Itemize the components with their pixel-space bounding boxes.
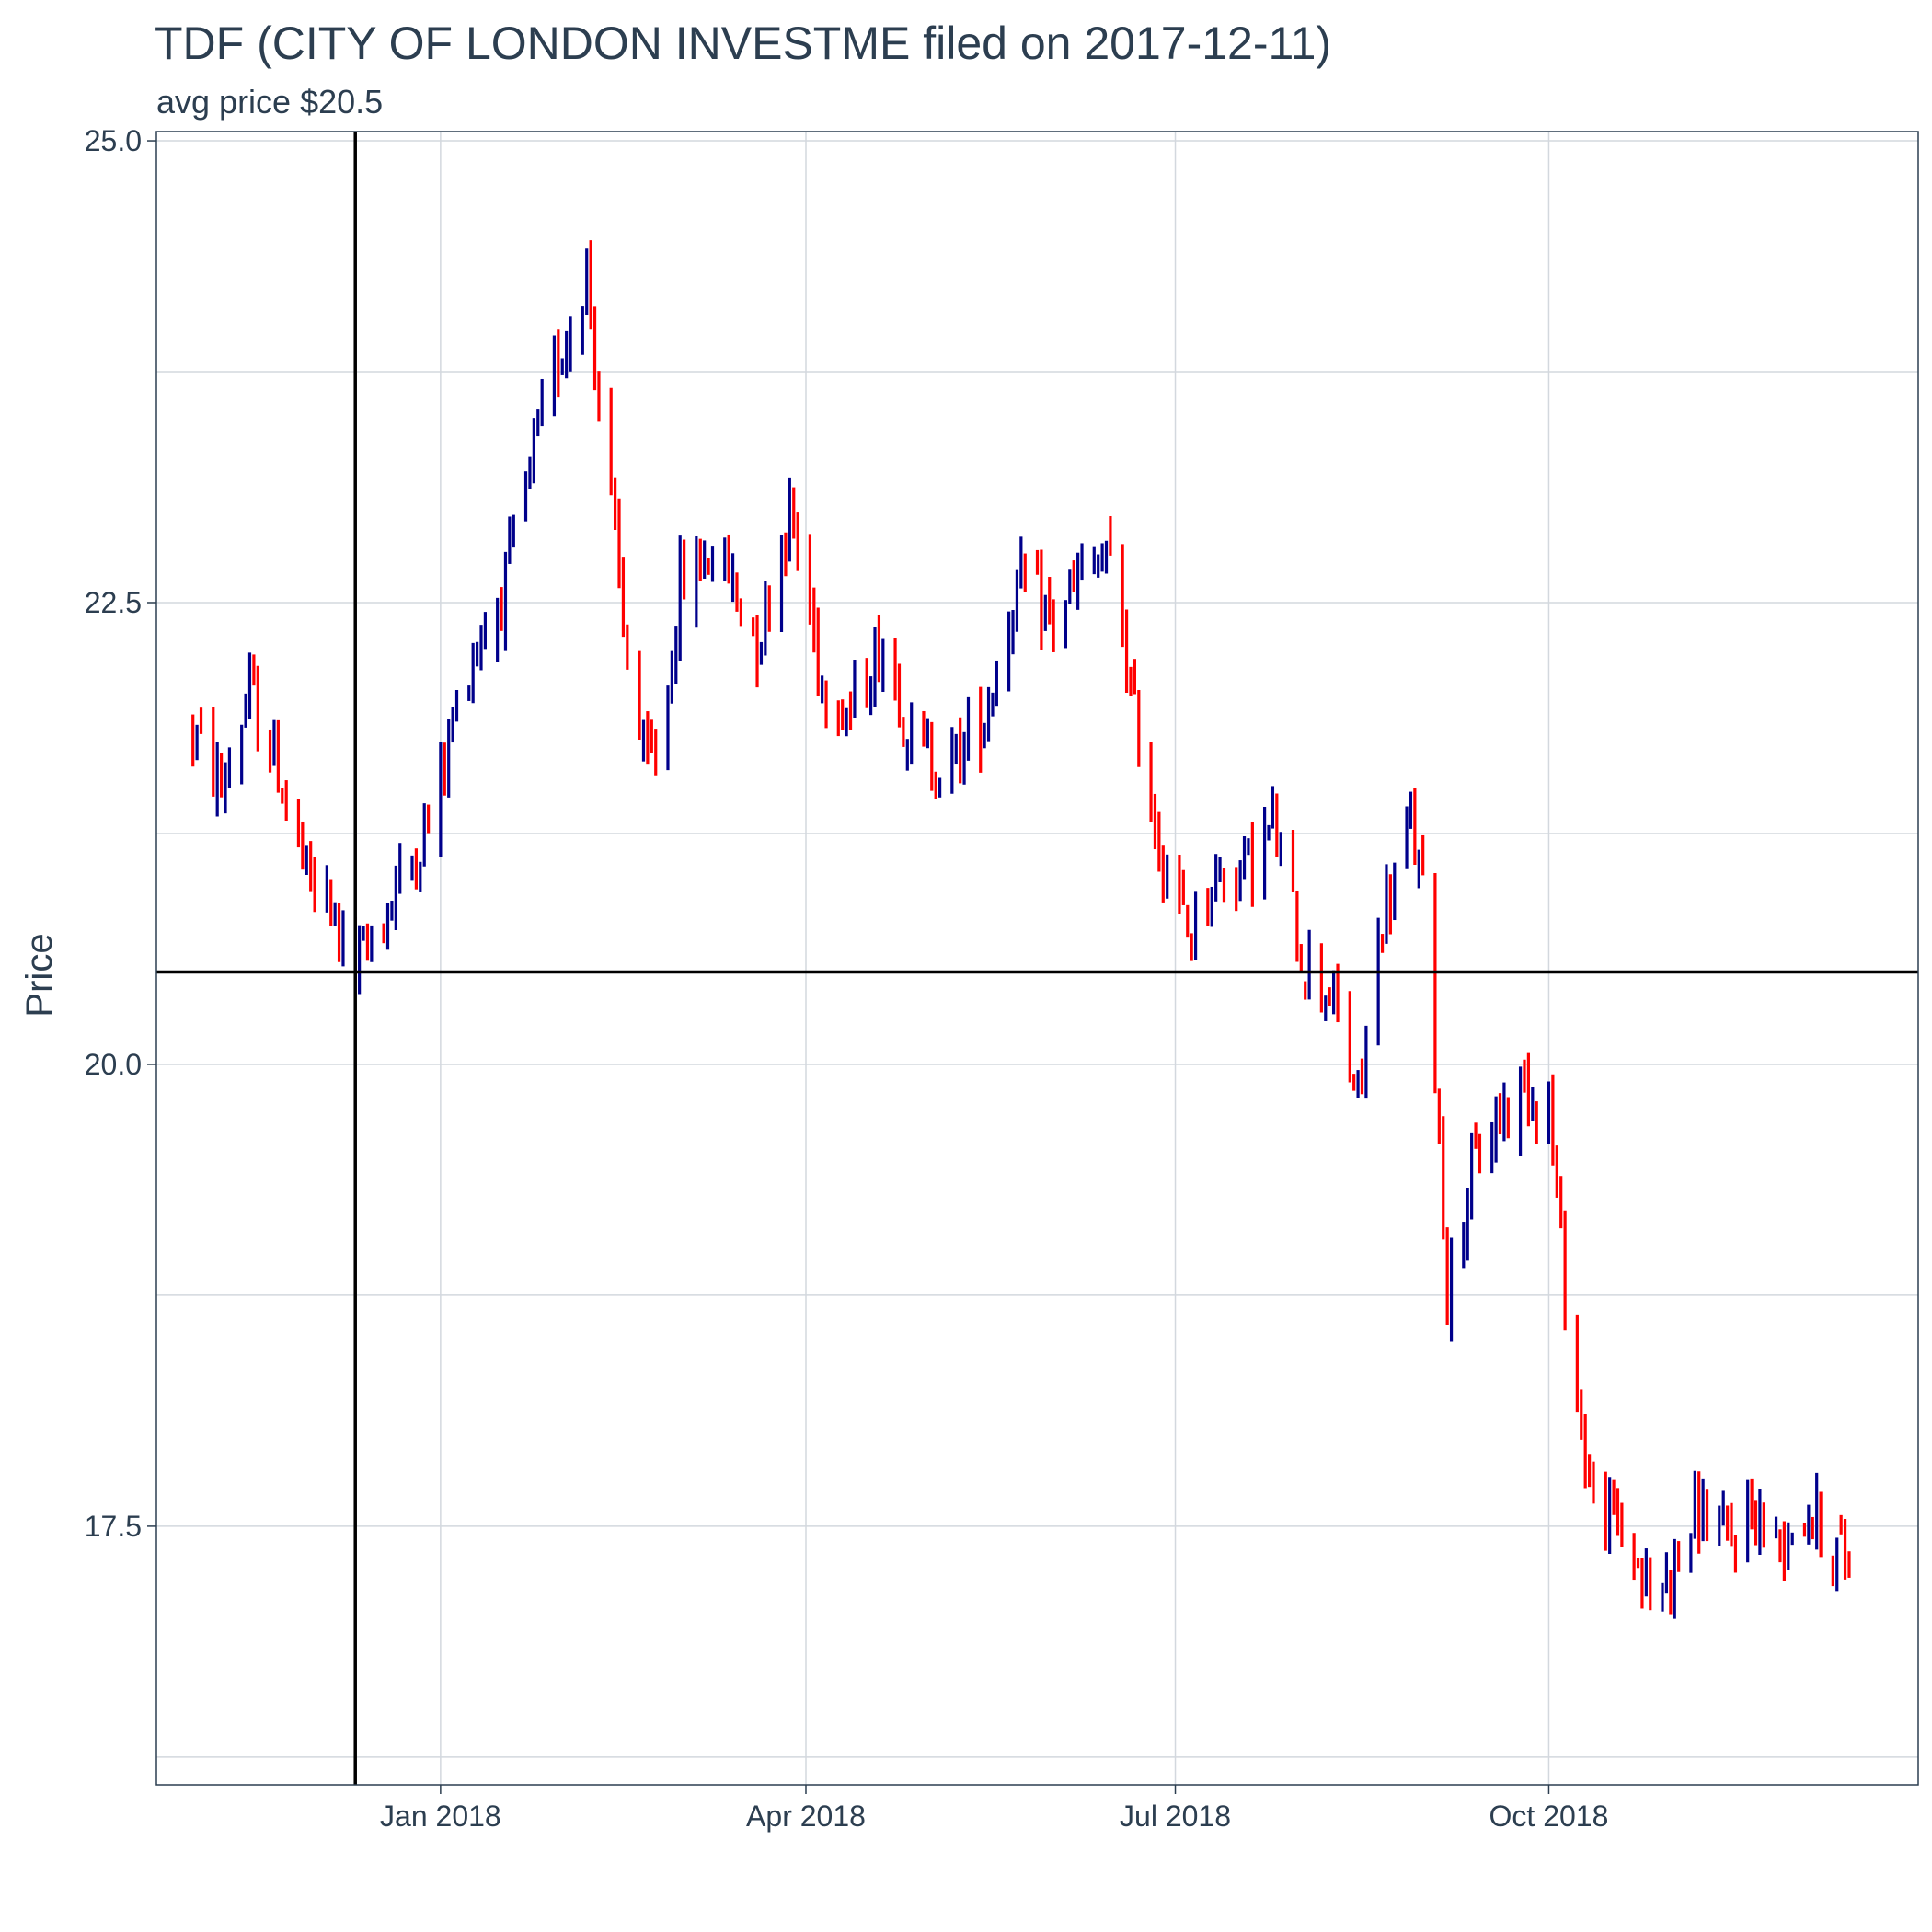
ohlc-bars: [191, 240, 1851, 1619]
y-tick-label: 25.0: [85, 124, 142, 157]
y-tick-label: 20.0: [85, 1048, 142, 1081]
x-tick-label: Oct 2018: [1489, 1800, 1609, 1833]
y-axis: 17.5 20.0 22.5 25.0: [85, 124, 156, 1543]
x-tick-label: Apr 2018: [746, 1800, 866, 1833]
chart-subtitle: avg price $20.5: [156, 83, 384, 121]
x-axis: Jan 2018 Apr 2018 Jul 2018 Oct 2018: [380, 1785, 1608, 1833]
grid-layer: [156, 132, 1918, 1785]
y-tick-label: 17.5: [85, 1510, 142, 1543]
x-tick-label: Jul 2018: [1120, 1800, 1231, 1833]
y-axis-title: Price: [19, 933, 60, 1017]
x-tick-label: Jan 2018: [380, 1800, 501, 1833]
chart-title: TDF (CITY OF LONDON INVESTME filed on 20…: [155, 17, 1332, 69]
y-tick-label: 22.5: [85, 586, 142, 619]
reference-lines: [156, 132, 1918, 1785]
panel-border: [155, 131, 1919, 1786]
